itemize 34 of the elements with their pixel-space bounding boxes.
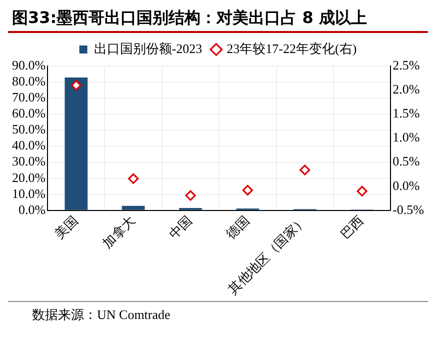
y2-tick-label: 2.0%: [392, 81, 420, 96]
y-tick-label: 0.0%: [18, 202, 46, 217]
x-tick-label: 德国: [223, 212, 252, 242]
y2-tick-label: 1.0%: [392, 130, 420, 145]
y2-tick-label: 2.5%: [392, 57, 420, 72]
y-tick-label: 30.0%: [12, 154, 46, 169]
y-tick-label: 80.0%: [12, 73, 46, 88]
x-tick-label: 中国: [166, 212, 196, 242]
y-tick-label: 40.0%: [12, 138, 46, 153]
x-tick-label: 加拿大: [100, 212, 138, 252]
y-tick-label: 10.0%: [12, 186, 46, 201]
x-tick-label: 巴西: [338, 212, 367, 242]
point: [70, 80, 82, 91]
y-tick-label: 20.0%: [12, 170, 46, 185]
y-tick-label: 60.0%: [12, 106, 46, 121]
y2-tick-label: 1.5%: [392, 106, 420, 121]
point: [128, 173, 139, 184]
point: [185, 190, 196, 201]
legend-label: 出口国别份额-2023: [94, 40, 202, 56]
bar: [64, 78, 88, 210]
legend-label: 23年较17-22年变化(右): [226, 40, 357, 56]
point: [300, 164, 310, 176]
y-tick-label: 70.0%: [12, 90, 46, 105]
y2-tick-label: -0.5%: [392, 202, 424, 217]
y2-tick-label: 0.0%: [392, 178, 420, 193]
point: [356, 186, 368, 196]
point: [242, 184, 253, 196]
y2-tick-label: 0.5%: [392, 154, 420, 169]
bar: [122, 206, 145, 210]
source-note: 数据来源：UN Comtrade: [8, 301, 428, 324]
x-tick-label: 美国: [52, 212, 81, 242]
chart-title: 图33:墨西哥出口国别结构：对美出口占 8 成以上: [8, 8, 428, 33]
y-tick-label: 50.0%: [12, 122, 46, 137]
y-tick-label: 90.0%: [12, 57, 46, 72]
